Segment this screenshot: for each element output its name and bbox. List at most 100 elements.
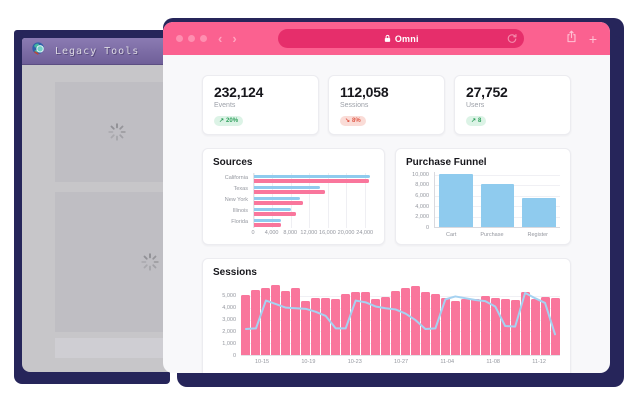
category-label: Illinois [232, 208, 248, 214]
category-label: Register [527, 232, 548, 238]
legacy-titlebar[interactable]: Legacy Tools [22, 38, 178, 65]
sources-plot-area [253, 173, 374, 228]
legacy-loading-block [55, 192, 178, 332]
gridline [241, 307, 560, 309]
sessions-bar [501, 299, 510, 355]
close-button[interactable] [176, 35, 183, 42]
sources-x-axis: 0 4,000 8,000 12,000 16,000 20,000 24,000 [251, 228, 374, 236]
y-tick-label: 1,000 [222, 341, 236, 347]
y-tick-label: 3,000 [222, 317, 236, 323]
bar-group [254, 217, 374, 228]
purchase-funnel-bar-chart: 10,000 8,000 6,000 4,000 2,000 0 Cart Purchase R… [406, 172, 560, 238]
stat-value: 27,752 [466, 84, 508, 100]
bar-pink [254, 190, 325, 194]
sources-chart-body: California Texas New York Illinois Florida [213, 173, 374, 228]
x-tick-label: 11-04 [440, 359, 455, 365]
bar-blue [254, 174, 371, 178]
sessions-bar [311, 297, 320, 355]
chart-title: Sessions [213, 267, 257, 278]
delta-value: 8% [352, 117, 361, 124]
legacy-window-title: Legacy Tools [55, 45, 140, 57]
funnel-y-axis: 10,000 8,000 6,000 4,000 2,000 0 [406, 171, 434, 231]
funnel-x-axis: Cart Purchase Register [434, 232, 560, 238]
sessions-bar [401, 287, 410, 355]
x-tick-label: 10-15 [255, 359, 270, 365]
gridline [241, 343, 560, 345]
y-tick-label: 2,000 [222, 329, 236, 335]
x-tick-label: 24,000 [356, 230, 374, 236]
gridline [364, 173, 366, 228]
sessions-bar [381, 297, 390, 355]
delta-value: 20% [226, 117, 239, 124]
sessions-bar [421, 292, 430, 355]
stats-row: 232,124 Events ↗ 20% 112,058 Sessions ↘ 8%… [202, 75, 571, 135]
legacy-footer-strip [55, 338, 178, 358]
sources-bar-chart: California Texas New York Illinois Florida 0 4… [213, 173, 374, 236]
purchase-funnel-panel: Purchase Funnel 10,000 8,000 6,000 4,000 2,0… [395, 148, 571, 245]
loading-spinner-icon [106, 121, 128, 143]
x-tick-label: 10-23 [347, 359, 362, 365]
funnel-bar [480, 183, 515, 227]
address-bar[interactable]: Omni [278, 29, 525, 50]
sessions-bar [521, 292, 530, 355]
delta-badge: ↗ 20% [214, 115, 244, 126]
trend-down-icon: ↘ [345, 118, 351, 124]
y-tick-label: 8,000 [415, 182, 429, 189]
sessions-bar [301, 301, 310, 355]
y-tick-label: 0 [232, 353, 236, 359]
y-tick-label: 10,000 [412, 171, 429, 178]
sessions-bar [261, 288, 270, 355]
y-tick-label: 4,000 [222, 305, 236, 311]
sessions-bar [541, 297, 550, 355]
funnel-chart-body: 10,000 8,000 6,000 4,000 2,000 0 [406, 171, 560, 231]
maximize-button[interactable] [200, 35, 207, 42]
y-tick-label: 6,000 [415, 193, 429, 199]
sessions-bar [371, 299, 380, 355]
bar-blue [254, 207, 292, 211]
back-icon[interactable]: ‹ [218, 31, 223, 46]
delta-value: 8 [478, 117, 482, 124]
delta-badge: ↗ 8 [466, 115, 487, 126]
nav-buttons: ‹ › [218, 32, 237, 45]
gridline [346, 173, 348, 228]
x-tick-label: 0 [251, 230, 255, 236]
lock-icon [384, 30, 391, 48]
gridline [327, 173, 329, 228]
minimize-button[interactable] [188, 35, 195, 42]
forward-icon[interactable]: › [232, 31, 237, 46]
browser-chrome: ‹ › Omni [163, 22, 610, 55]
sessions-bar-line-chart: 5,000 4,000 3,000 2,000 1,000 0 10-15 10-19 10-2… [213, 284, 560, 365]
x-tick-label: 16,000 [319, 230, 336, 236]
chart-title: Sources [213, 157, 253, 168]
browser-window: ‹ › Omni [163, 22, 610, 373]
charts-row: Sources California Texas New York Illinois F… [202, 148, 571, 245]
y-tick-label: 5,000 [222, 293, 236, 299]
y-tick-label: 0 [425, 225, 429, 231]
sessions-chart-panel: Sessions 5,000 4,000 3,000 2,000 1,000 0 10-15… [202, 258, 571, 373]
bar-blue [254, 185, 321, 189]
new-tab-icon[interactable]: + [588, 30, 597, 47]
x-tick-label: 11-08 [486, 359, 500, 365]
delta-badge: ↘ 8% [340, 115, 366, 126]
sessions-bar [531, 298, 540, 355]
reload-icon[interactable] [506, 32, 518, 50]
gridline [435, 174, 560, 176]
sessions-bar [321, 298, 330, 355]
x-tick-label: 11-12 [532, 359, 546, 365]
bar-pink [254, 201, 303, 205]
chart-title: Purchase Funnel [406, 157, 487, 168]
bar-group [254, 184, 374, 195]
sessions-bar [451, 300, 460, 355]
sessions-bar [241, 295, 250, 355]
traffic-light-buttons [176, 35, 207, 42]
sessions-bar [471, 299, 480, 355]
gridline [241, 319, 560, 321]
category-label: Texas [233, 186, 248, 192]
bar-blue [254, 196, 300, 200]
sessions-bar [461, 298, 470, 355]
stat-card-events: 232,124 Events ↗ 20% [202, 75, 319, 135]
share-icon[interactable] [566, 30, 577, 48]
sessions-bars [241, 284, 560, 355]
bar-group [254, 206, 374, 217]
funnel-plot-area [434, 172, 560, 228]
